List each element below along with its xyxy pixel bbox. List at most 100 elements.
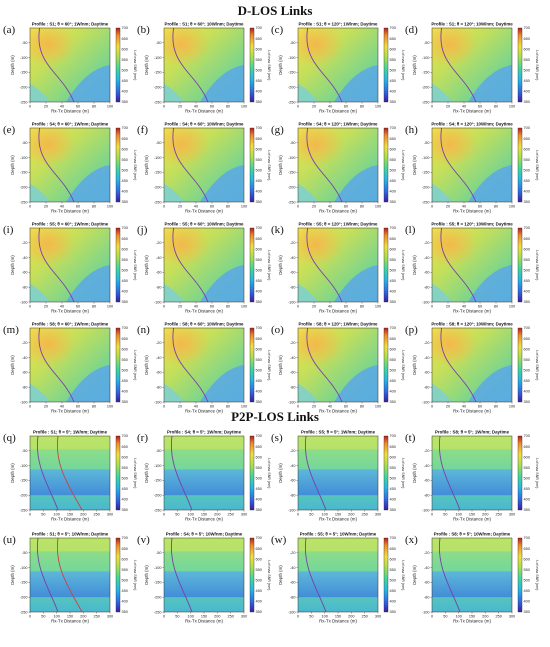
colorbar-tick-label: 500 — [122, 268, 128, 272]
heatmap-field — [164, 328, 244, 402]
colorbar-tick-label: 700 — [524, 126, 530, 130]
colorbar-tick-label: 450 — [256, 379, 262, 383]
colorbar-tick-label: 500 — [390, 476, 396, 480]
x-tick-label: 60 — [210, 205, 214, 209]
x-tick-label: 0 — [163, 205, 165, 209]
x-tick-label: 200 — [80, 615, 86, 619]
y-tick-label: -200 — [20, 596, 28, 600]
x-tick-label: 60 — [344, 405, 348, 409]
y-tick-label: -250 — [288, 200, 296, 204]
x-tick-label: 40 — [60, 405, 64, 409]
x-tick-label: 100 — [509, 105, 515, 109]
y-tick-label: -50 — [22, 449, 28, 453]
y-tick-label: -20 — [424, 551, 430, 555]
panel-letter: (j) — [137, 224, 148, 236]
y-tick-label: -80 — [156, 386, 162, 390]
panel-letter: (s) — [271, 432, 283, 444]
y-axis-label: Depth (m) — [278, 463, 283, 483]
panel-j: (j) Profile : S5; θ = 60°; 10W/nm; Daytim… — [137, 222, 271, 314]
y-tick-label: -20 — [290, 241, 296, 245]
x-tick-label: 20 — [178, 205, 182, 209]
colorbar-tick-label: 500 — [256, 578, 262, 582]
heatmap-blue-band — [432, 571, 512, 598]
y-tick-label: -150 — [422, 171, 430, 175]
panel-letter: (m) — [3, 324, 19, 336]
colorbar-tick-label: 700 — [256, 326, 262, 330]
heatmap-field — [432, 228, 512, 302]
axes-frame — [297, 327, 379, 403]
y-tick-label: -80 — [290, 494, 296, 498]
colorbar-tick-label: 700 — [122, 126, 128, 130]
heatmap-field — [298, 328, 378, 402]
y-tick-label: -100 — [20, 56, 28, 60]
heatmap-cool-corner — [432, 283, 452, 302]
y-axis-label: Depth (m) — [412, 565, 417, 585]
x-tick-label: 50 — [309, 513, 313, 517]
y-tick-label: -250 — [154, 100, 162, 104]
y-tick-label: -200 — [154, 86, 162, 90]
y-tick-label: -60 — [290, 581, 296, 585]
x-tick-label: 100 — [321, 615, 327, 619]
panel-letter: (v) — [137, 534, 150, 546]
x-tick-label: 60 — [344, 105, 348, 109]
colorbar-tick-label: 400 — [390, 498, 396, 502]
x-tick-label: 0 — [297, 105, 299, 109]
colorbar-tick-label: 450 — [524, 487, 530, 491]
colorbar-tick-label: 350 — [256, 508, 262, 512]
colorbar-tick-label: 600 — [122, 455, 128, 459]
colorbar-tick-label: 500 — [524, 268, 530, 272]
heatmap-field — [298, 436, 378, 510]
y-tick-label: -80 — [424, 286, 430, 290]
x-tick-label: 100 — [187, 513, 193, 517]
y-tick-label: -100 — [422, 156, 430, 160]
x-tick-label: 20 — [178, 305, 182, 309]
panel-f: (f) Profile : S4; θ = 60°; 10W/nm; Daytim… — [137, 122, 271, 214]
panel-title: Profile : S1; θ = 60°; 10W/nm; Daytime — [165, 22, 244, 27]
y-tick-label: -100 — [20, 566, 28, 570]
y-tick-label: -200 — [20, 494, 28, 498]
colorbar-tick-label: 500 — [390, 268, 396, 272]
x-tick-label: 20 — [446, 105, 450, 109]
x-tick-label: 100 — [321, 513, 327, 517]
x-tick-label: 150 — [335, 615, 341, 619]
x-tick-label: 0 — [29, 205, 31, 209]
x-axis-label: Rx-Tx Distance (m) — [453, 209, 491, 214]
heatmap-blue-region — [468, 165, 512, 202]
ray-path — [306, 28, 343, 102]
y-tick-label: -150 — [288, 71, 296, 75]
heatmap-warm-region — [432, 228, 478, 267]
colorbar-tick-label: 350 — [390, 300, 396, 304]
colorbar-tick-label: 700 — [256, 126, 262, 130]
colorbar-tick-label: 550 — [390, 358, 396, 362]
heatmap-field — [164, 28, 244, 102]
x-tick-label: 40 — [462, 405, 466, 409]
x-tick-label: 0 — [431, 615, 433, 619]
panel-w: (w) Profile : S5; θ = 5°; 10W/nm; Daytime… — [271, 532, 405, 624]
colorbar-tick-label: 350 — [524, 200, 530, 204]
colorbar-tick-label: 400 — [524, 600, 530, 604]
y-tick-label: -20 — [290, 341, 296, 345]
heatmap-field — [30, 228, 110, 302]
panel-h: (h) Profile : S4; θ = 120°; 10W/nm; Dayti… — [405, 122, 539, 214]
x-tick-label: 0 — [431, 305, 433, 309]
x-tick-label: 100 — [107, 305, 113, 309]
panel-title: Profile : S4; θ = 5°; 1W/nm; Daytime — [167, 430, 242, 435]
ray-path — [440, 128, 477, 202]
x-tick-label: 80 — [92, 105, 96, 109]
heatmap-blue-region — [334, 65, 378, 102]
ray-path — [172, 28, 209, 102]
y-tick-label: -250 — [20, 100, 28, 104]
colorbar-tick-label: 400 — [122, 290, 128, 294]
colorbar-tick-label: 450 — [122, 279, 128, 283]
colorbar-tick-label: 600 — [524, 247, 530, 251]
y-tick-label: -50 — [156, 41, 162, 45]
y-tick-label: -80 — [290, 386, 296, 390]
colorbar-label: λ of max SNR (nm) — [535, 250, 539, 281]
colorbar-tick-label: 450 — [256, 589, 262, 593]
colorbar-tick-label: 700 — [524, 26, 530, 30]
x-tick-label: 100 — [241, 405, 247, 409]
y-tick-label: -80 — [424, 596, 430, 600]
y-axis-label: Depth (m) — [144, 355, 149, 375]
colorbar-label: λ of max SNR (nm) — [267, 250, 271, 281]
y-axis-label: Depth (m) — [10, 463, 15, 483]
